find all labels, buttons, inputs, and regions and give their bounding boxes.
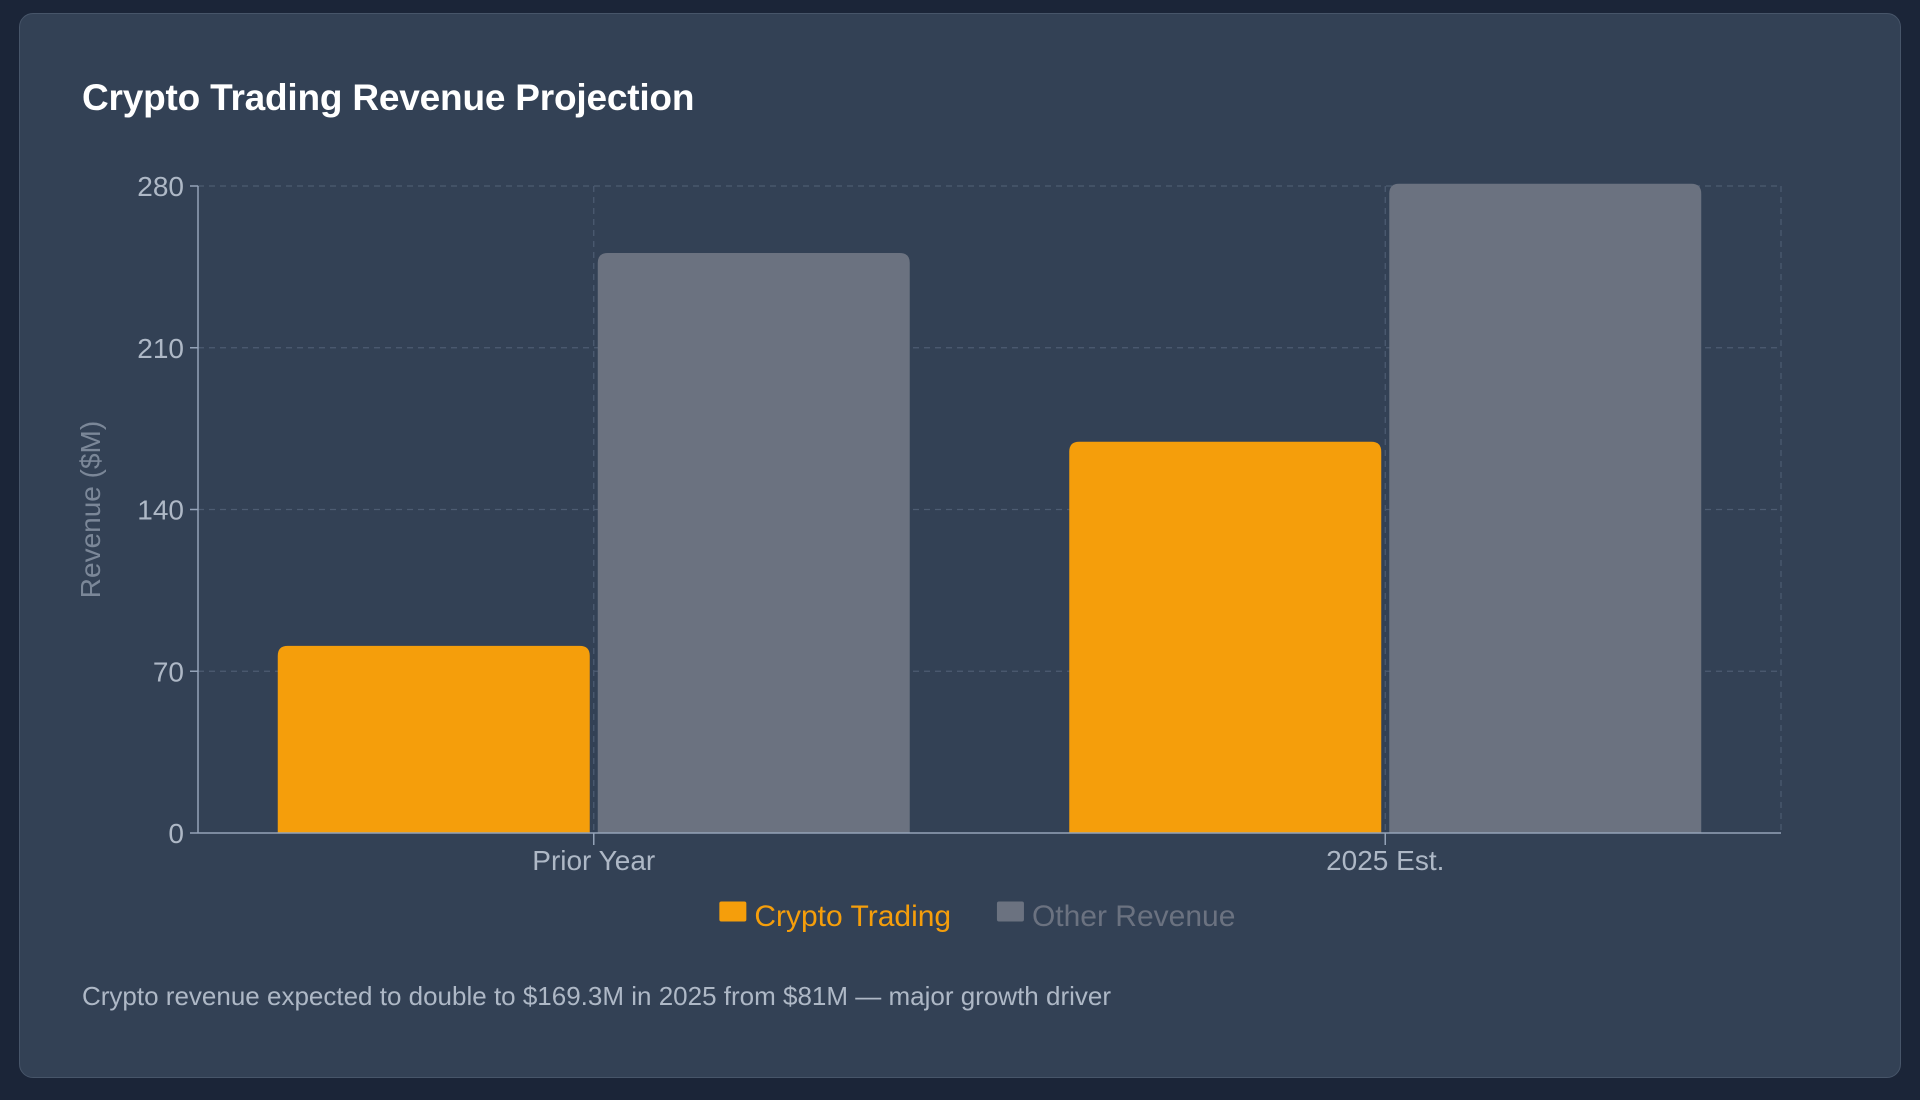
y-tick-label-140: 140 [137,495,184,526]
x-tick-label-1: 2025 Est. [1326,845,1444,876]
y-tick-label-210: 210 [137,333,184,364]
chart-caption: Crypto revenue expected to double to $16… [82,981,1111,1011]
bar-layer [277,183,1702,834]
legend-swatch-other-revenue[interactable] [996,901,1024,922]
x-tick-label-0: Prior Year [532,845,655,876]
grid-layer [198,185,1782,833]
y-tick-label-70: 70 [153,656,184,687]
bar-crypto-trading-1[interactable] [1069,441,1382,833]
legend-label-crypto-trading[interactable]: Crypto Trading [754,900,951,933]
y-tick-label-0: 0 [168,818,184,849]
chart-title: Crypto Trading Revenue Projection [82,77,695,118]
legend-label-other-revenue[interactable]: Other Revenue [1032,900,1235,933]
legend[interactable]: Crypto Trading Other Revenue [719,900,1235,933]
bar-crypto-trading-0[interactable] [277,645,590,833]
y-tick-label-280: 280 [137,171,184,202]
axis-layer: 0 70 140 210 280 Prior Year 2025 Est. Revenue (… [75,171,1781,876]
bar-other-revenue-1[interactable] [1389,183,1702,834]
y-axis-title: Revenue ($M) [75,421,106,598]
legend-swatch-crypto-trading[interactable] [719,901,747,922]
bar-other-revenue-0[interactable] [597,253,910,833]
